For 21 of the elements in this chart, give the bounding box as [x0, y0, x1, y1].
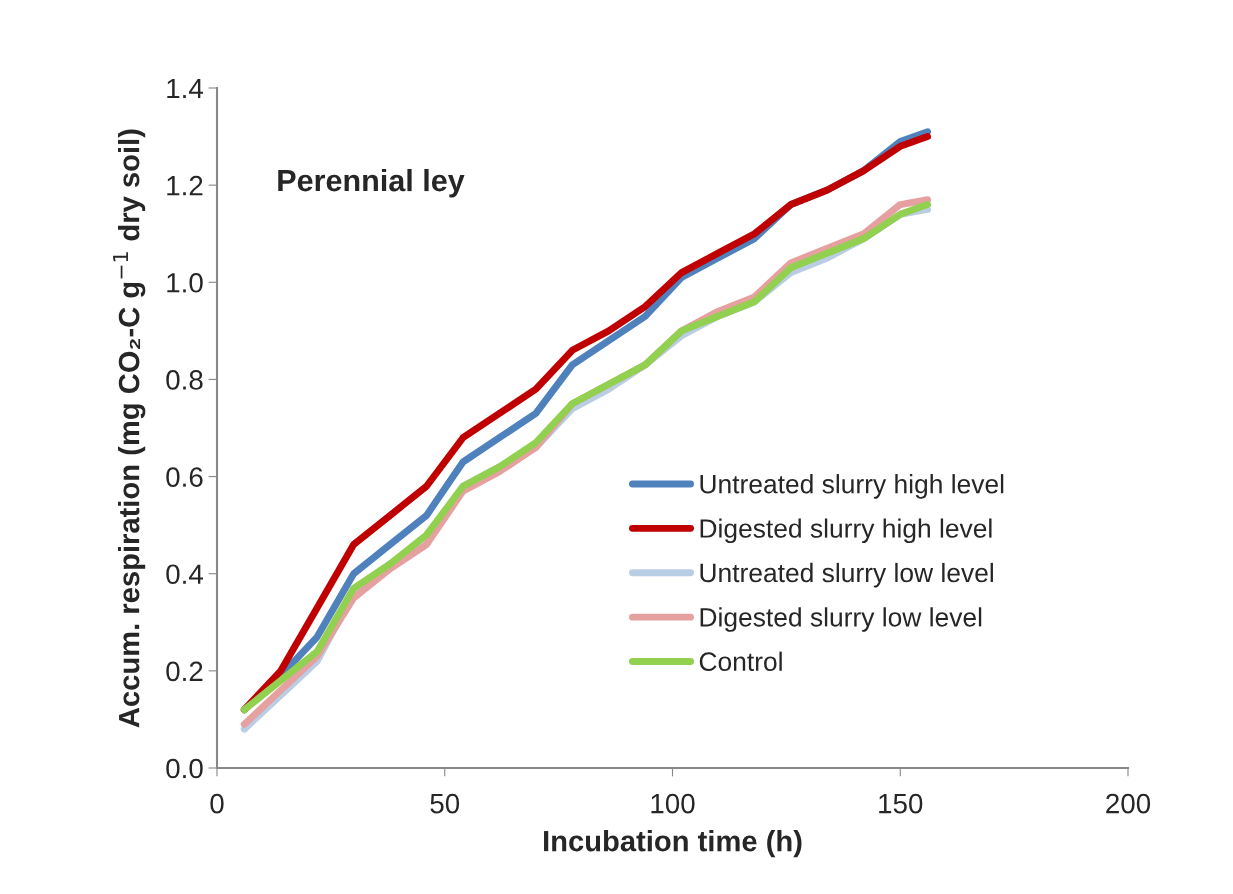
y-tick-label: 1.2	[167, 175, 203, 196]
x-tick-label: 200	[1106, 793, 1151, 814]
legend-label: Control	[699, 651, 782, 672]
y-axis-title: Accum. respiration (mg CO₂-C g$^{−1}$ dry soil)	[113, 129, 146, 728]
x-tick-label: 0	[210, 793, 224, 814]
y-tick-label: 1.4	[167, 78, 203, 99]
y-tick-label: 0.6	[166, 467, 203, 487]
x-tick-label: 150	[879, 793, 923, 814]
annotation: Perennial ley	[278, 168, 465, 198]
legend-label: Digested slurry high level	[700, 518, 992, 544]
x-tick-label: 100	[651, 793, 695, 814]
legend-label: Untreated slurry low level	[700, 562, 993, 588]
legend-label: Untreated slurry high level	[700, 474, 1004, 499]
y-tick-label: 0.8	[166, 370, 203, 390]
y-tick-label: 0.0	[166, 758, 203, 779]
x-axis-title: Incubation time (h)	[544, 830, 802, 858]
x-tick-label: 50	[430, 793, 460, 814]
y-tick-label: 0.4	[166, 564, 203, 585]
y-tick-label: 1.0	[167, 272, 203, 293]
legend-label: Digested slurry low level	[700, 607, 982, 632]
y-tick-label: 0.2	[166, 661, 203, 682]
